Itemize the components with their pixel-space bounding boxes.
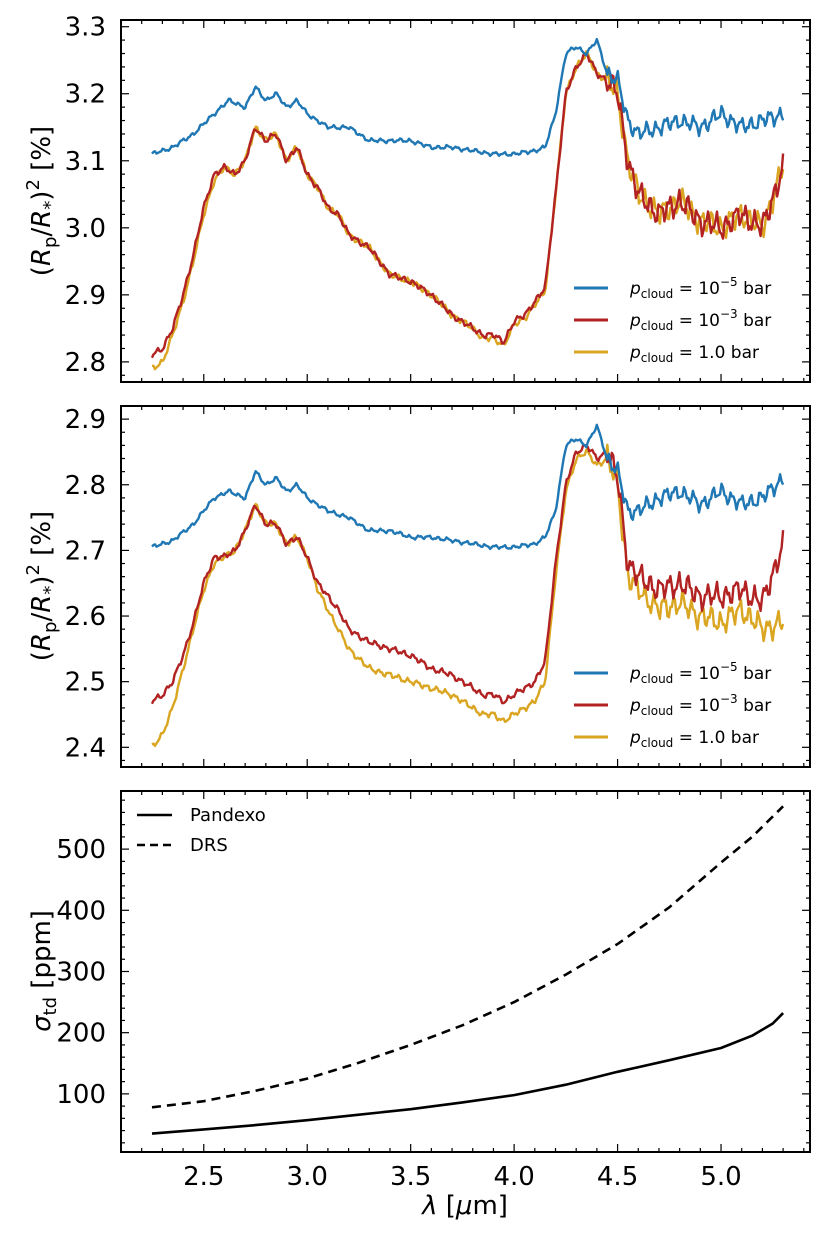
panel-top-series: [150, 37, 785, 371]
ytick-label: 2.6: [65, 602, 106, 632]
ytick-label: 2.9: [65, 405, 106, 435]
ytick-label: 3.3: [65, 13, 106, 43]
panel-middle: 2.4 2.5 2.6 2.7 2.8 2.9 (Rp/R*)2 [%] pcl…: [23, 405, 811, 768]
legend-label-p3: pcloud = 10−3 bar: [629, 692, 771, 718]
ytick-label: 500: [56, 835, 106, 865]
series-line-2: [151, 443, 785, 748]
ytick-label: 3.2: [65, 80, 106, 110]
ytick-label: 300: [56, 958, 106, 988]
panel-bottom: 100 200 300 400 500 2.5 3.0 3.5 4.0 4.5 …: [27, 790, 811, 1221]
series-line-0: [151, 423, 785, 551]
legend-label-p1: pcloud = 1.0 bar: [629, 343, 759, 365]
series-line-1: [150, 443, 785, 705]
ytick-label: 200: [56, 1019, 106, 1049]
xtick-label: 3.0: [287, 1162, 328, 1192]
panel-middle-legend: pcloud = 10−5 bar pcloud = 10−3 bar pclo…: [574, 660, 771, 750]
panel-middle-series: [150, 423, 785, 748]
legend-label-p5: pcloud = 10−5 bar: [629, 275, 771, 301]
panel-middle-ylabel: (Rp/R*)2 [%]: [23, 511, 61, 661]
legend-label-p3: pcloud = 10−3 bar: [629, 307, 771, 333]
panel-middle-yticklabels: 2.4 2.5 2.6 2.7 2.8 2.9: [65, 405, 106, 763]
ytick-label: 3.1: [65, 147, 106, 177]
series-line-0: [151, 37, 785, 158]
series-line-1: [151, 805, 785, 1109]
xtick-label: 3.5: [390, 1162, 431, 1192]
series-line-2: [152, 50, 785, 371]
ytick-label: 3.0: [65, 214, 106, 244]
ytick-label: 100: [56, 1080, 106, 1110]
legend-label-pandexo: Pandexo: [190, 805, 266, 826]
panel-bottom-legend: Pandexo DRS: [137, 805, 266, 856]
panel-bottom-series: [151, 805, 785, 1135]
x-axis-label: λ [μm]: [420, 1191, 508, 1221]
ytick-label: 2.7: [65, 536, 106, 566]
legend-label-drs: DRS: [190, 835, 228, 856]
ytick-label: 2.5: [65, 668, 106, 698]
ytick-label: 2.4: [65, 733, 106, 763]
panel-bottom-xticklabels: 2.5 3.0 3.5 4.0 4.5 5.0: [183, 1162, 742, 1192]
xtick-label: 4.0: [493, 1162, 534, 1192]
legend-label-p1: pcloud = 1.0 bar: [629, 728, 759, 750]
panel-top-legend: pcloud = 10−5 bar pcloud = 10−3 bar pclo…: [574, 275, 771, 365]
legend-label-p5: pcloud = 10−5 bar: [629, 660, 771, 686]
panel-top: 2.8 2.9 3.0 3.1 3.2 3.3 (Rp/R*)2 [%] pcl…: [23, 13, 811, 383]
panel-top-yticklabels: 2.8 2.9 3.0 3.1 3.2 3.3: [65, 13, 106, 378]
panel-middle-frame: [120, 405, 811, 768]
series-line-0: [151, 1012, 785, 1135]
ytick-label: 400: [56, 896, 106, 926]
panel-bottom-ylabel: σtd [ppm]: [27, 910, 61, 1032]
panel-bottom-yticklabels: 100 200 300 400 500: [56, 835, 106, 1110]
ytick-label: 2.8: [65, 471, 106, 501]
xtick-label: 4.5: [597, 1162, 638, 1192]
panel-top-frame: [120, 19, 811, 383]
ytick-label: 2.8: [65, 348, 106, 378]
panel-bottom-frame: [120, 790, 811, 1153]
xtick-label: 2.5: [183, 1162, 224, 1192]
xtick-label: 5.0: [700, 1162, 741, 1192]
panel-top-ylabel: (Rp/R*)2 [%]: [23, 126, 61, 276]
series-line-1: [150, 52, 785, 359]
ytick-label: 2.9: [65, 281, 106, 311]
